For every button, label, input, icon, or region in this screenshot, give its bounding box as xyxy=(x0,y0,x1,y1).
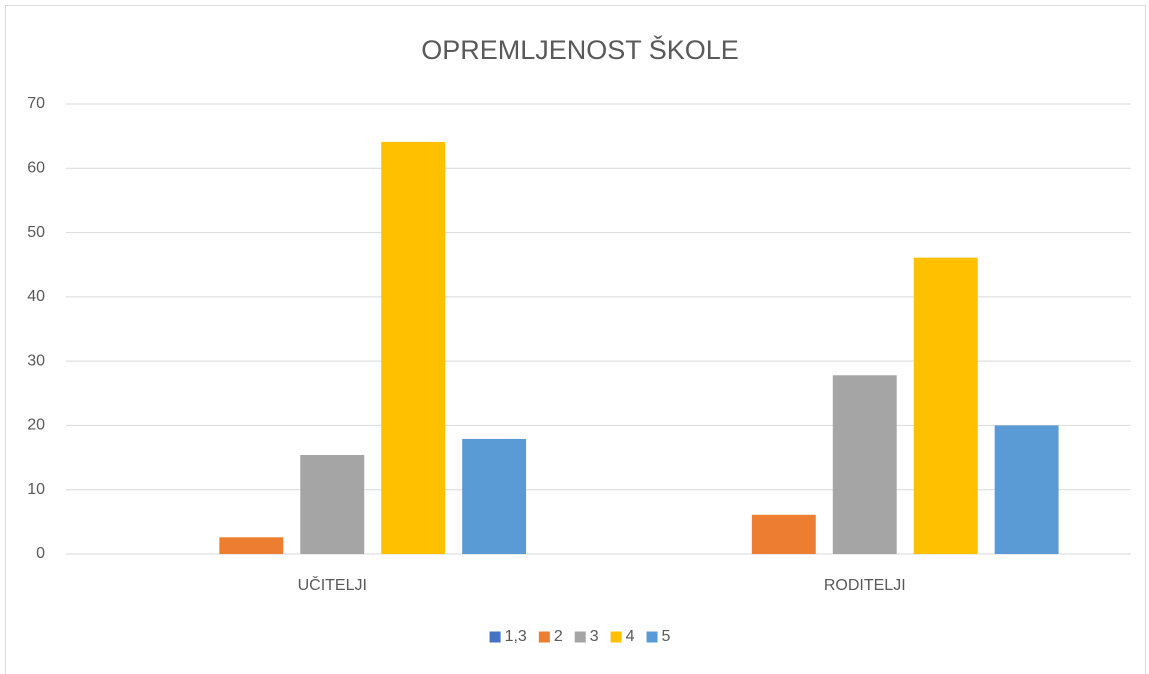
legend-swatch xyxy=(646,631,658,643)
legend-label: 4 xyxy=(626,628,635,645)
legend-swatch xyxy=(574,631,586,643)
bar xyxy=(300,455,365,554)
legend-label: 3 xyxy=(590,628,599,645)
legend-swatch xyxy=(538,631,550,643)
x-tick-label: UČITELJI xyxy=(298,575,367,594)
chart-border xyxy=(5,5,1146,674)
bar xyxy=(462,438,527,554)
bar xyxy=(751,514,816,554)
y-tick-label: 40 xyxy=(27,288,45,305)
chart-title: OPREMLJENOST ŠKOLE xyxy=(421,34,739,65)
y-tick-label: 30 xyxy=(27,352,45,369)
y-tick-label: 0 xyxy=(36,545,45,562)
y-tick-label: 20 xyxy=(27,417,45,434)
y-tick-label: 60 xyxy=(27,160,45,177)
x-tick-label: RODITELJI xyxy=(824,577,906,594)
bar xyxy=(381,141,446,554)
bar xyxy=(219,537,284,554)
y-tick-label: 70 xyxy=(27,95,45,112)
legend-label: 2 xyxy=(554,628,563,645)
y-tick-label: 50 xyxy=(27,224,45,241)
legend-label: 5 xyxy=(662,628,671,645)
bar xyxy=(994,425,1059,554)
legend-label: 1,3 xyxy=(505,628,527,645)
bar xyxy=(832,375,897,554)
y-tick-label: 10 xyxy=(27,481,45,498)
legend-swatch xyxy=(610,631,622,643)
bar xyxy=(913,257,978,554)
legend-swatch xyxy=(489,631,501,643)
